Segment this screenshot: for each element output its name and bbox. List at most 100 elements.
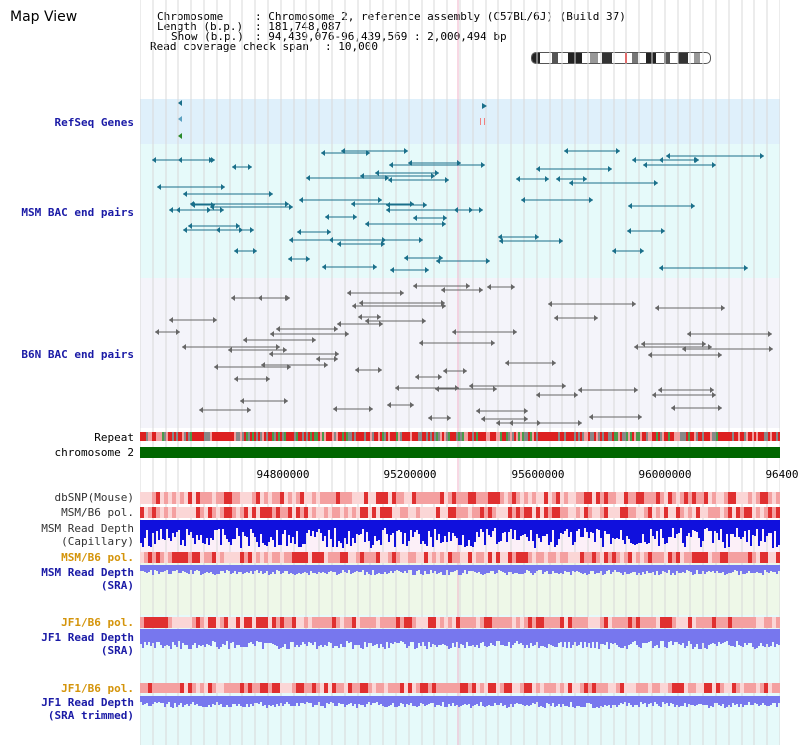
msm-capillary-depth-bar [260, 520, 262, 534]
track-label-jf1-b6-pol-2: JF1/B6 pol. [61, 682, 134, 695]
jf1-sra-trimmed-depth-bar [372, 696, 374, 703]
dbsnp-strip [556, 492, 560, 504]
jf1-b6-pol-strip [424, 683, 428, 693]
jf1-sra-trimmed-depth-bar [698, 696, 700, 704]
jf1-b6-pol-strip [172, 683, 176, 693]
jf1-sra-trimmed-depth-bar [256, 696, 258, 703]
jf1-sra-depth-bar [462, 629, 464, 645]
jf1-b6-pol-strip [644, 617, 648, 628]
jf1-sra-trimmed-depth-bar [162, 696, 164, 703]
msm-capillary-depth-bar [348, 520, 350, 531]
jf1-sra-trimmed-depth-bar [558, 696, 560, 704]
jf1-sra-depth-bar [638, 629, 640, 647]
jf1-sra-depth-bar [368, 629, 370, 643]
msm-bac-pair-end [608, 166, 612, 172]
msm-capillary-depth-bar [628, 520, 630, 539]
repeat-segment [642, 432, 644, 441]
track-label-refseq[interactable]: RefSeq Genes [54, 116, 134, 129]
b6n-bac-pair-end [355, 367, 359, 373]
msm-capillary-depth-bar [664, 520, 666, 544]
jf1-sra-depth-bar [578, 629, 580, 645]
jf1-sra-trimmed-depth-bar [464, 696, 466, 704]
jf1-sra-depth-bar [592, 629, 594, 642]
msm-capillary-depth-bar [720, 520, 722, 529]
dbsnp-strip [328, 492, 332, 504]
msm-capillary-depth-bar [472, 520, 474, 547]
msm-sra-depth-bar [374, 565, 376, 575]
jf1-b6-pol-strip [244, 617, 248, 628]
msm-capillary-depth-bar [240, 520, 242, 548]
jf1-sra-depth-bar [654, 629, 656, 646]
msm-capillary-depth-bar [344, 520, 346, 538]
jf1-sra-trimmed-depth-bar [564, 696, 566, 706]
msm-b6-pol-strip [488, 507, 492, 518]
msm-capillary-depth-bar [418, 520, 420, 534]
msm-bac-pair-end [306, 256, 310, 262]
dbsnp-strip [140, 492, 144, 504]
repeat-segment [442, 432, 444, 441]
jf1-sra-depth-bar [162, 629, 164, 648]
jf1-sra-depth-bar [448, 629, 450, 649]
repeat-segment [594, 432, 596, 441]
dbsnp-strip [768, 492, 772, 504]
msm-sra-depth-bar [202, 565, 204, 574]
msm-b6-pol-strip [188, 507, 192, 518]
msm-b6-pol-strip [176, 552, 180, 563]
track-canvas[interactable] [140, 0, 780, 745]
msm-sra-depth-bar [408, 565, 410, 570]
jf1-b6-pol-strip [236, 683, 240, 693]
msm-capillary-depth-bar [484, 520, 486, 545]
msm-capillary-depth-bar [224, 520, 226, 535]
msm-sra-depth-bar [478, 565, 480, 572]
track-label-msm-bac[interactable]: MSM BAC end pairs [21, 206, 134, 219]
dbsnp-strip [360, 492, 364, 504]
jf1-sra-trimmed-depth-bar [594, 696, 596, 708]
msm-capillary-depth-bar [400, 520, 402, 532]
dbsnp-strip [624, 492, 628, 504]
jf1-sra-trimmed-depth-bar [682, 696, 684, 706]
msm-b6-pol-strip [252, 552, 256, 563]
repeat-segment [752, 432, 754, 441]
jf1-sra-depth-bar [276, 629, 278, 646]
jf1-sra-trimmed-depth-bar [612, 696, 614, 705]
jf1-sra-depth-bar [774, 629, 776, 647]
msm-bac-pair-end [216, 227, 220, 233]
jf1-sra-depth-bar [778, 629, 780, 645]
jf1-sra-trimmed-depth-bar [154, 696, 156, 702]
jf1-sra-trimmed-depth-bar [542, 696, 544, 707]
msm-b6-pol-strip [436, 507, 440, 518]
msm-bac-pair-end [486, 258, 490, 264]
jf1-b6-pol-strip [440, 617, 444, 628]
msm-b6-pol-strip [668, 507, 672, 518]
repeat-segment [592, 432, 594, 441]
msm-capillary-depth-bar [466, 520, 468, 546]
repeat-segment [570, 432, 572, 441]
track-label-b6n-bac[interactable]: B6N BAC end pairs [21, 348, 134, 361]
jf1-sra-depth-bar [278, 629, 280, 649]
repeat-segment [742, 432, 744, 441]
repeat-segment [632, 432, 634, 441]
jf1-sra-depth-bar [650, 629, 652, 641]
msm-sra-depth-bar [528, 565, 530, 571]
msm-b6-pol-strip [304, 507, 308, 518]
jf1-sra-trimmed-depth-bar [352, 696, 354, 706]
msm-bac-pair-end [469, 207, 473, 213]
repeat-segment [314, 432, 316, 441]
msm-capillary-depth-bar [440, 520, 442, 543]
jf1-sra-trimmed-depth-bar [444, 696, 446, 707]
dbsnp-strip [564, 492, 568, 504]
jf1-sra-trimmed-depth-bar [236, 696, 238, 706]
msm-sra-depth-bar [320, 565, 322, 573]
jf1-b6-pol-strip [600, 617, 604, 628]
b6n-bac-pair-end [214, 364, 218, 370]
repeat-segment [704, 432, 706, 441]
msm-sra-depth-bar [152, 565, 154, 575]
jf1-b6-pol-strip [272, 617, 276, 628]
msm-sra-depth-bar [368, 565, 370, 574]
msm-b6-pol-strip [640, 507, 644, 518]
repeat-segment [418, 432, 420, 441]
jf1-b6-pol-strip [256, 617, 260, 628]
msm-sra-depth-bar [256, 565, 258, 570]
dbsnp-strip [320, 492, 324, 504]
jf1-b6-pol-strip [364, 617, 368, 628]
